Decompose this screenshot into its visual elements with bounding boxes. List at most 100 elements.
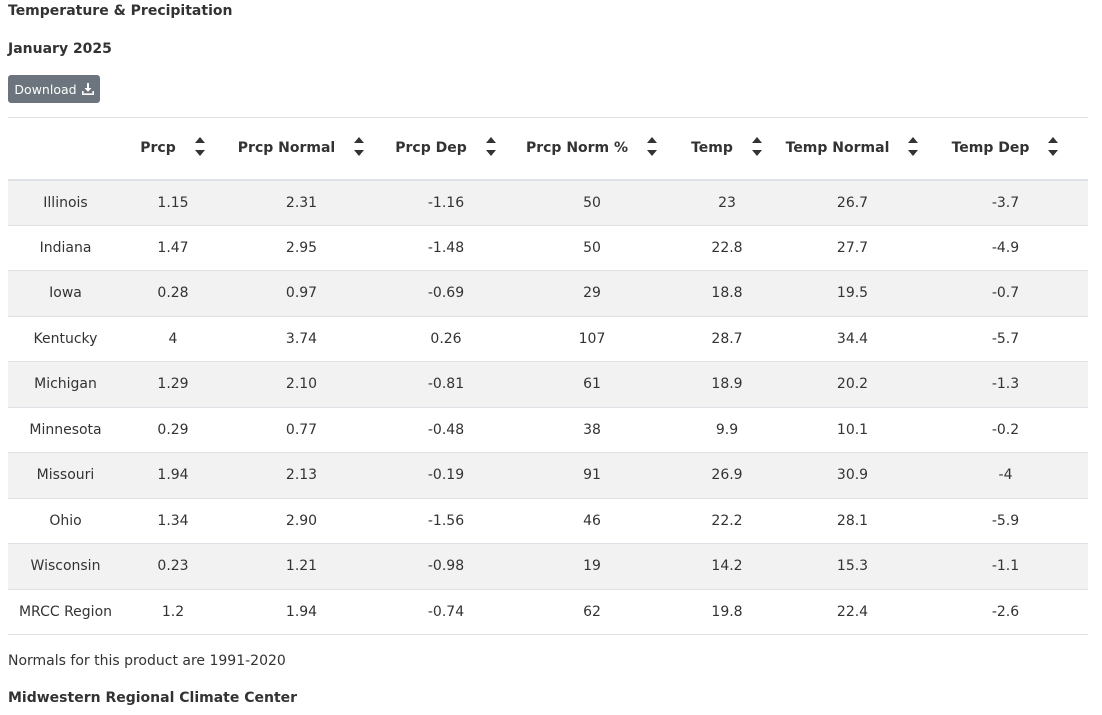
column-header-label: Prcp Dep (395, 140, 467, 157)
table-cell: 34.4 (836, 330, 869, 347)
region-name-cell: Minnesota (29, 421, 102, 438)
sort-icon[interactable] (194, 135, 206, 159)
table-cell: -0.2 (991, 421, 1020, 438)
table-cell: 107 (578, 330, 606, 347)
column-header[interactable]: Temp Normal (782, 118, 923, 180)
normals-footnote: Normals for this product are 1991-2020 (8, 653, 286, 669)
table-header: Prcp Prcp Normal Prcp Dep Prcp Norm % Temp Te… (8, 117, 1088, 180)
column-header[interactable]: Temp Dep (923, 118, 1088, 180)
region-name-cell: Michigan (34, 376, 97, 393)
table-cell: -0.98 (427, 558, 465, 575)
table-cell: -5.9 (991, 512, 1020, 529)
table-row: Illinois 1.15 2.31 -1.16 50 23 26.7 -3.7 (8, 179, 1088, 225)
region-name-cell: Kentucky (33, 330, 98, 347)
table-cell: 0.97 (285, 285, 318, 302)
table-cell: 18.8 (711, 285, 743, 302)
table-cell: 29 (583, 285, 601, 302)
column-header-label: Temp Dep (951, 140, 1030, 157)
table-cell: 1.94 (157, 467, 189, 484)
table-cell: 18.9 (711, 376, 743, 393)
table-cell: -4.9 (991, 239, 1020, 256)
table-cell: -1.1 (991, 558, 1020, 575)
table-cell: 19.5 (836, 285, 869, 302)
table-row: Minnesota 0.29 0.77 -0.48 38 9.9 10.1 -0.2 (8, 407, 1088, 453)
download-button[interactable]: Download (8, 75, 100, 103)
table-cell: -2.6 (991, 603, 1020, 620)
column-header-inner: Prcp Norm % (526, 136, 658, 160)
table-cell: 1.34 (157, 512, 189, 529)
table-row: Ohio 1.34 2.90 -1.56 46 22.2 28.1 -5.9 (8, 498, 1088, 544)
table-cell: 1.94 (285, 603, 318, 620)
table-cell: 1.2 (161, 603, 185, 620)
column-header-label: Temp Normal (785, 140, 890, 157)
table-cell: 0.26 (430, 330, 462, 347)
column-header-inner: Temp Normal (786, 136, 920, 160)
sort-icon[interactable] (1047, 135, 1059, 159)
sort-icon[interactable] (646, 135, 658, 159)
sort-icon[interactable] (353, 135, 365, 159)
table-row: Iowa 0.28 0.97 -0.69 29 18.8 19.5 -0.7 (8, 270, 1088, 316)
table-row: Missouri 1.94 2.13 -0.19 91 26.9 30.9 -4 (8, 452, 1088, 498)
column-header-label: Prcp Normal (237, 140, 336, 157)
download-icon (81, 83, 94, 95)
data-table: Prcp Prcp Normal Prcp Dep Prcp Norm % Temp Te… (8, 117, 1088, 635)
column-header-inner: Prcp Dep (395, 136, 497, 160)
organization-name: Midwestern Regional Climate Center (8, 690, 298, 706)
table-cell: -4 (998, 467, 1013, 484)
table-cell: 0.28 (157, 285, 189, 302)
table-cell: -0.7 (991, 285, 1020, 302)
table-cell: 62 (583, 603, 601, 620)
table-cell: 1.47 (157, 239, 189, 256)
table-cell: 26.7 (836, 194, 869, 211)
region-name-cell: Indiana (39, 239, 92, 256)
column-header[interactable]: Prcp Dep (380, 118, 512, 180)
region-name-cell: MRCC Region (18, 603, 113, 620)
download-button-label: Download (14, 81, 77, 97)
table-cell: 27.7 (836, 239, 869, 256)
sort-icon[interactable] (907, 135, 919, 159)
table-cell: 14.2 (711, 558, 743, 575)
sort-icon[interactable] (751, 135, 763, 159)
table-row: Kentucky 4 3.74 0.26 107 28.7 34.4 -5.7 (8, 316, 1088, 362)
table-cell: 22.4 (836, 603, 869, 620)
table-cell: 2.95 (285, 239, 318, 256)
table-cell: -5.7 (991, 330, 1020, 347)
table-cell: 22.2 (711, 512, 743, 529)
table-cell: 28.1 (836, 512, 869, 529)
sort-icon[interactable] (485, 135, 497, 159)
table-cell: 30.9 (836, 467, 869, 484)
table-cell: 1.15 (157, 194, 189, 211)
column-header-region (8, 118, 123, 180)
table-cell: 15.3 (836, 558, 869, 575)
page-subtitle: January 2025 (8, 41, 112, 57)
table-cell: 61 (583, 376, 601, 393)
table-row: MRCC Region 1.2 1.94 -0.74 62 19.8 22.4 -2.6 (8, 589, 1088, 635)
region-name-cell: Ohio (49, 512, 82, 529)
table-cell: -1.48 (427, 239, 465, 256)
column-header[interactable]: Prcp Normal (223, 118, 380, 180)
table-row: Michigan 1.29 2.10 -0.81 61 18.9 20.2 -1.3 (8, 361, 1088, 407)
table-cell: 2.31 (285, 194, 318, 211)
table-cell: 3.74 (285, 330, 318, 347)
table-cell: 2.10 (285, 376, 318, 393)
table-cell: -0.69 (427, 285, 465, 302)
table-row: Indiana 1.47 2.95 -1.48 50 22.8 27.7 -4.9 (8, 225, 1088, 271)
column-header[interactable]: Prcp (123, 118, 223, 180)
table-cell: 9.9 (715, 421, 739, 438)
table-cell: 0.23 (157, 558, 189, 575)
table-cell: 38 (583, 421, 601, 438)
table-cell: 2.90 (285, 512, 318, 529)
table-cell: 0.77 (285, 421, 318, 438)
region-name-cell: Wisconsin (30, 558, 101, 575)
table-cell: 4 (168, 330, 178, 347)
table-cell: 23 (718, 194, 736, 211)
table-cell: 26.9 (711, 467, 743, 484)
table-cell: 50 (583, 239, 601, 256)
column-header[interactable]: Prcp Norm % (512, 118, 672, 180)
table-cell: 91 (583, 467, 601, 484)
column-header[interactable]: Temp (672, 118, 782, 180)
table-cell: -1.56 (427, 512, 465, 529)
table-row: Wisconsin 0.23 1.21 -0.98 19 14.2 15.3 -1.1 (8, 543, 1088, 589)
table-cell: 46 (583, 512, 601, 529)
